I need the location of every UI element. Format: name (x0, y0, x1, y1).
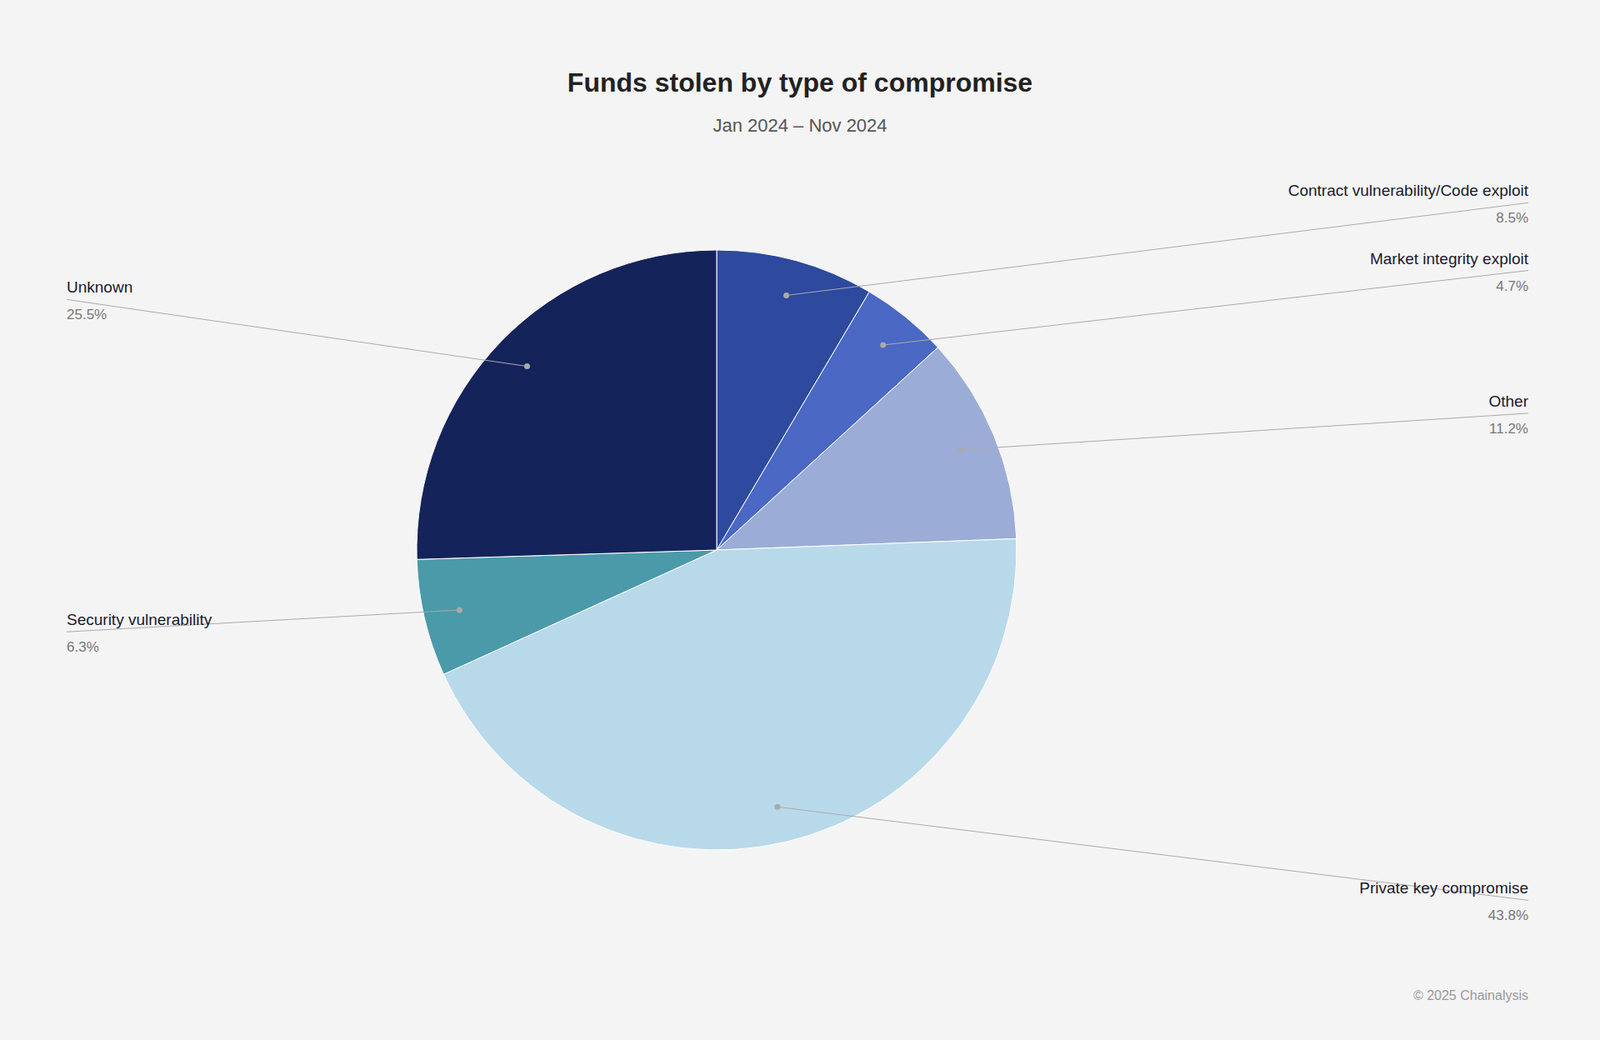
slice-label: Other (1488, 392, 1529, 410)
leader-line (960, 413, 1529, 450)
leader-dot (456, 607, 463, 614)
title: Funds stolen by type of compromise (567, 67, 1033, 98)
labels: Contract vulnerability/Code exploit 8.5% M… (66, 181, 1530, 924)
leader-dot (880, 342, 886, 349)
data-label: 6.3% (66, 639, 100, 655)
leader-line (66, 610, 460, 632)
data-label: 11.2% (1489, 420, 1529, 437)
slice (416, 550, 717, 675)
slice-label: Private key compromise (1359, 879, 1529, 897)
leader-dot (783, 292, 790, 299)
leader-dot (774, 804, 780, 810)
chart: Funds stolen by type of compromise Jan 20… (0, 0, 1600, 1040)
subtitle: Jan 2024 – Nov 2024 (712, 115, 887, 136)
data-label: 8.5% (1495, 210, 1529, 226)
leader-dot (524, 363, 530, 370)
slice-label: Unknown (66, 278, 133, 296)
leader-dot (958, 446, 965, 453)
leader-line (786, 202, 1529, 295)
data-label: 25.5% (66, 306, 107, 323)
slice-label: Market integrity exploit (1370, 250, 1530, 268)
leader-line (883, 270, 1529, 345)
footer: © 2025 Chainalysis (1413, 988, 1529, 1003)
leader-line (66, 299, 527, 366)
slice-label: Contract vulnerability/Code exploit (1288, 181, 1530, 200)
leader-line (777, 806, 1529, 900)
data-label: 43.8% (1488, 907, 1529, 924)
slice-label: Security vulnerability (66, 610, 213, 629)
data-label: 4.7% (1495, 278, 1529, 295)
background (0, 0, 1600, 1040)
slice (416, 250, 717, 560)
